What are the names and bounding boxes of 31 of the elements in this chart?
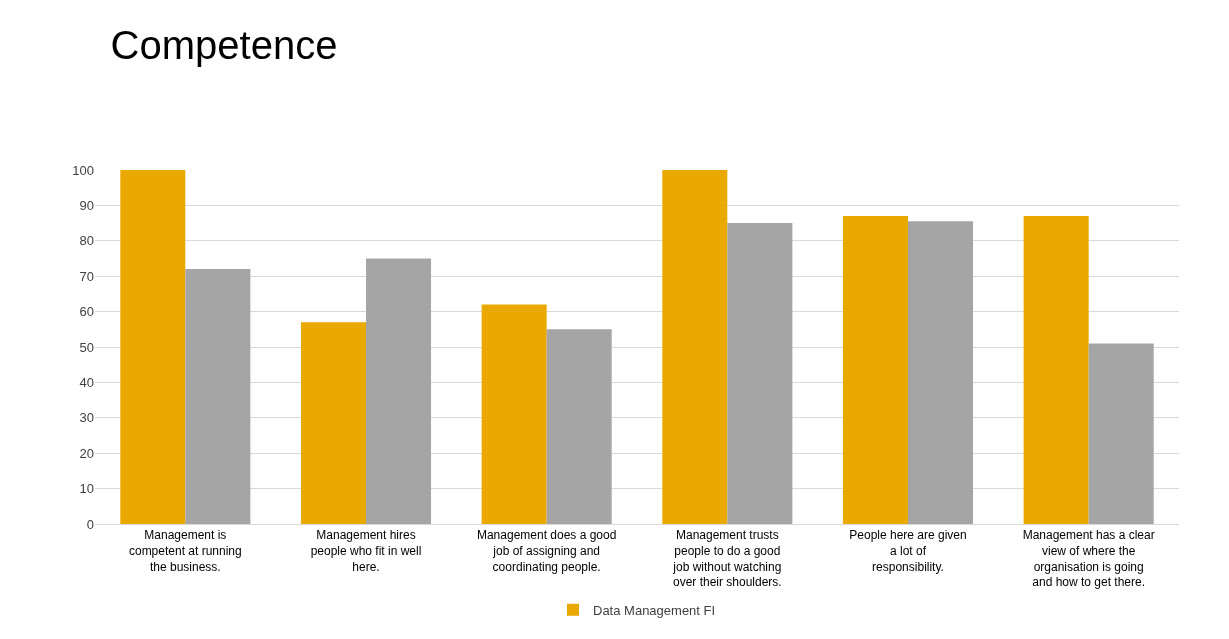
y-tick-label: 80 xyxy=(79,233,94,249)
bar xyxy=(120,170,186,524)
x-tick-label: Management does a good job of assigning and coordinating people. xyxy=(476,528,617,574)
y-tick-label: 90 xyxy=(79,197,94,213)
y-tick-label: 40 xyxy=(79,374,94,390)
bar xyxy=(727,223,793,524)
x-tick-label: Management has a clear view of where the organisation is going and how to get there. xyxy=(1022,528,1155,590)
bar xyxy=(546,329,612,524)
bar xyxy=(662,170,728,524)
y-tick-label: 70 xyxy=(79,268,94,284)
bar xyxy=(300,322,366,524)
x-tick-label: People here are given a lot of responsibility. xyxy=(849,528,967,574)
legend-label: Data Management FI xyxy=(593,602,716,618)
bar xyxy=(1023,216,1089,524)
y-tick-label: 100 xyxy=(72,162,94,178)
x-tick-label: Management hires people who fit in well here. xyxy=(310,528,422,574)
y-tick-label: 50 xyxy=(79,339,94,355)
x-tick-label: Management trusts people to do a good job without watching over their shoulders. xyxy=(672,528,782,590)
y-tick-label: 20 xyxy=(79,445,94,461)
bar xyxy=(185,269,251,524)
bar xyxy=(908,221,974,524)
y-tick-label: 60 xyxy=(79,304,94,320)
chart-title: Competence xyxy=(110,22,338,67)
bar xyxy=(481,304,547,524)
y-tick-label: 0 xyxy=(86,516,94,532)
x-tick-label: Management is competent at running the business. xyxy=(128,528,242,574)
bar xyxy=(1088,343,1154,524)
y-tick-label: 10 xyxy=(79,481,94,497)
bar xyxy=(842,216,908,524)
y-tick-label: 30 xyxy=(79,410,94,426)
bar xyxy=(366,258,432,524)
